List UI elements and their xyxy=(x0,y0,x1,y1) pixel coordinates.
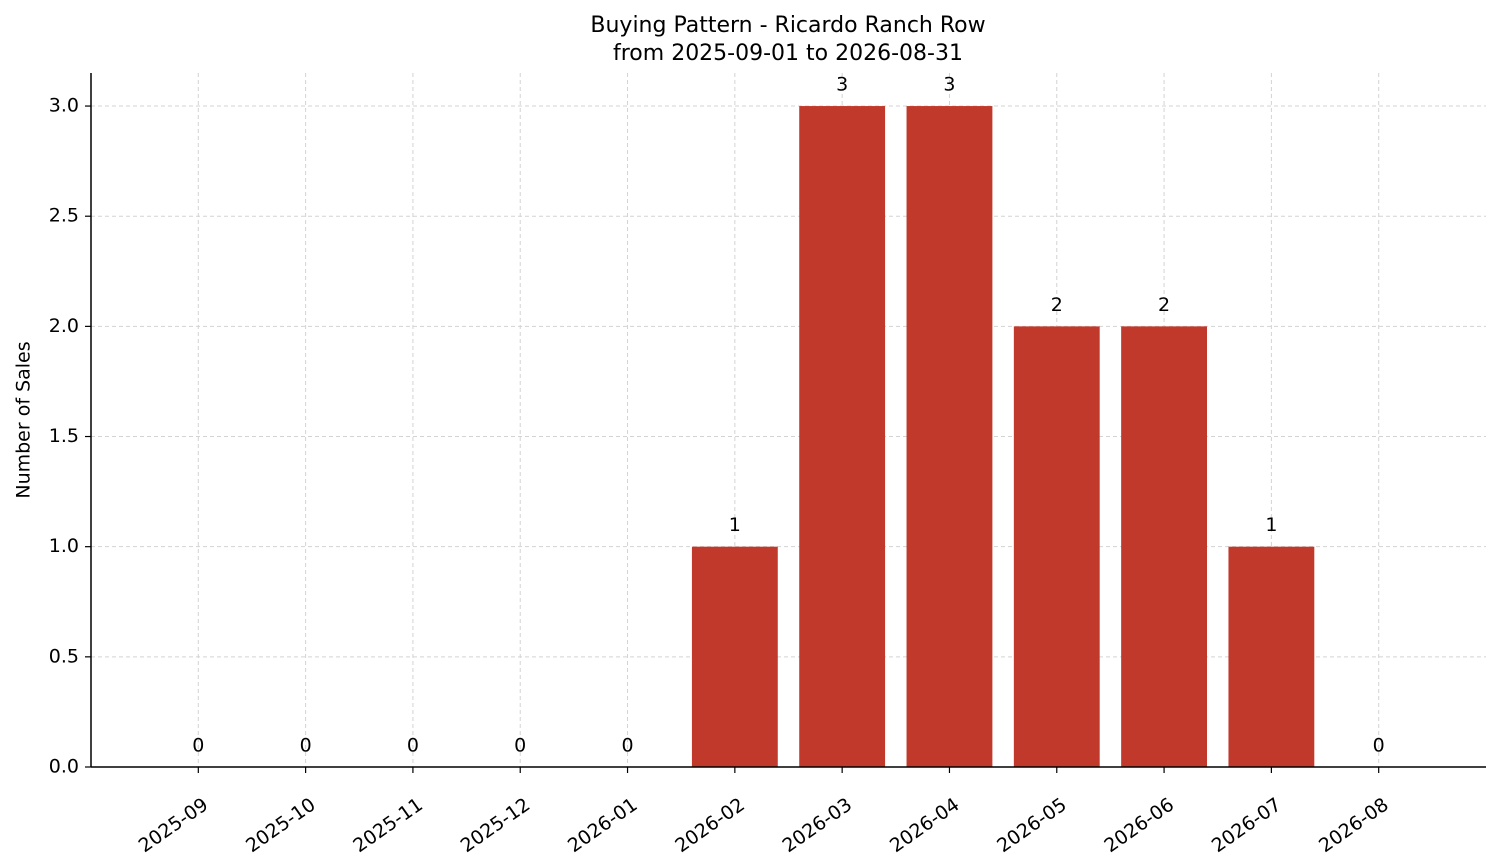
y-axis-label: Number of Sales xyxy=(13,341,35,498)
y-tick-label: 2.0 xyxy=(49,315,79,337)
data-label: 0 xyxy=(192,735,204,757)
x-tick-label: 2026-07 xyxy=(1208,794,1286,858)
chart-title: Buying Pattern - Ricardo Ranch Row xyxy=(590,13,985,38)
x-tick-label: 2026-02 xyxy=(671,794,749,858)
data-label: 2 xyxy=(1051,294,1063,316)
x-tick-label: 2026-06 xyxy=(1100,794,1178,858)
data-label: 0 xyxy=(300,735,312,757)
x-tick-label: 2026-03 xyxy=(779,794,857,858)
data-label: 0 xyxy=(1373,735,1385,757)
bar xyxy=(799,106,886,768)
x-tick-label: 2026-08 xyxy=(1315,794,1393,858)
x-tick-label: 2025-12 xyxy=(457,794,535,858)
x-tick-label: 2025-10 xyxy=(242,794,320,858)
y-tick-label: 0.5 xyxy=(49,645,79,667)
data-label: 0 xyxy=(621,735,633,757)
bar xyxy=(1013,326,1100,767)
data-label: 3 xyxy=(943,74,955,96)
data-label: 3 xyxy=(836,74,848,96)
data-label: 0 xyxy=(514,735,526,757)
y-tick-label: 2.5 xyxy=(49,205,79,227)
y-tick-label: 3.0 xyxy=(49,95,79,117)
y-tick-label: 0.0 xyxy=(49,756,79,778)
data-label: 1 xyxy=(1265,514,1277,536)
bar xyxy=(1121,326,1207,767)
x-tick-label: 2026-01 xyxy=(564,794,642,858)
x-tick-label: 2026-04 xyxy=(886,794,964,858)
bar xyxy=(906,106,993,768)
bar xyxy=(1228,546,1315,767)
y-tick-label: 1.5 xyxy=(49,425,79,447)
data-label: 2 xyxy=(1158,294,1170,316)
chart-subtitle: from 2025-09-01 to 2026-08-31 xyxy=(613,41,963,66)
x-tick-label: 2025-09 xyxy=(135,794,213,858)
data-label: 1 xyxy=(729,514,741,536)
data-label: 0 xyxy=(407,735,419,757)
bar xyxy=(691,546,778,767)
x-tick-label: 2026-05 xyxy=(993,794,1071,858)
y-tick-label: 1.0 xyxy=(49,535,79,557)
x-tick-label: 2025-11 xyxy=(349,794,427,858)
